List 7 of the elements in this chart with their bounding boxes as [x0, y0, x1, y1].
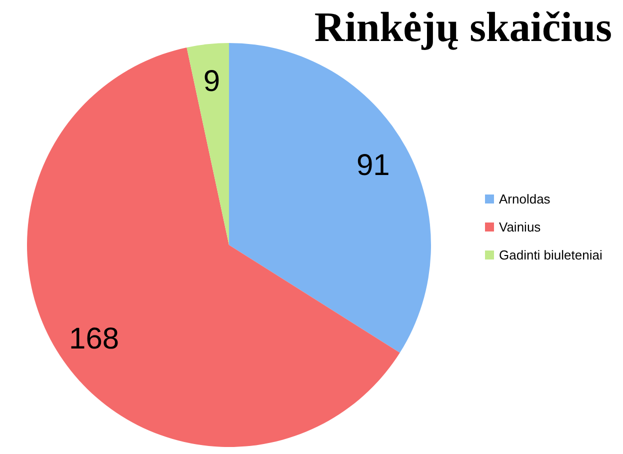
legend-label: Vainius [499, 220, 542, 234]
legend-label: Arnoldas [499, 192, 551, 206]
data-label: 9 [203, 64, 220, 98]
data-label: 91 [356, 149, 390, 182]
chart-title: Rinkėjų skaičius [314, 5, 612, 51]
legend-label: Gadinti biuleteniai [499, 248, 602, 262]
data-label: 168 [69, 322, 120, 356]
